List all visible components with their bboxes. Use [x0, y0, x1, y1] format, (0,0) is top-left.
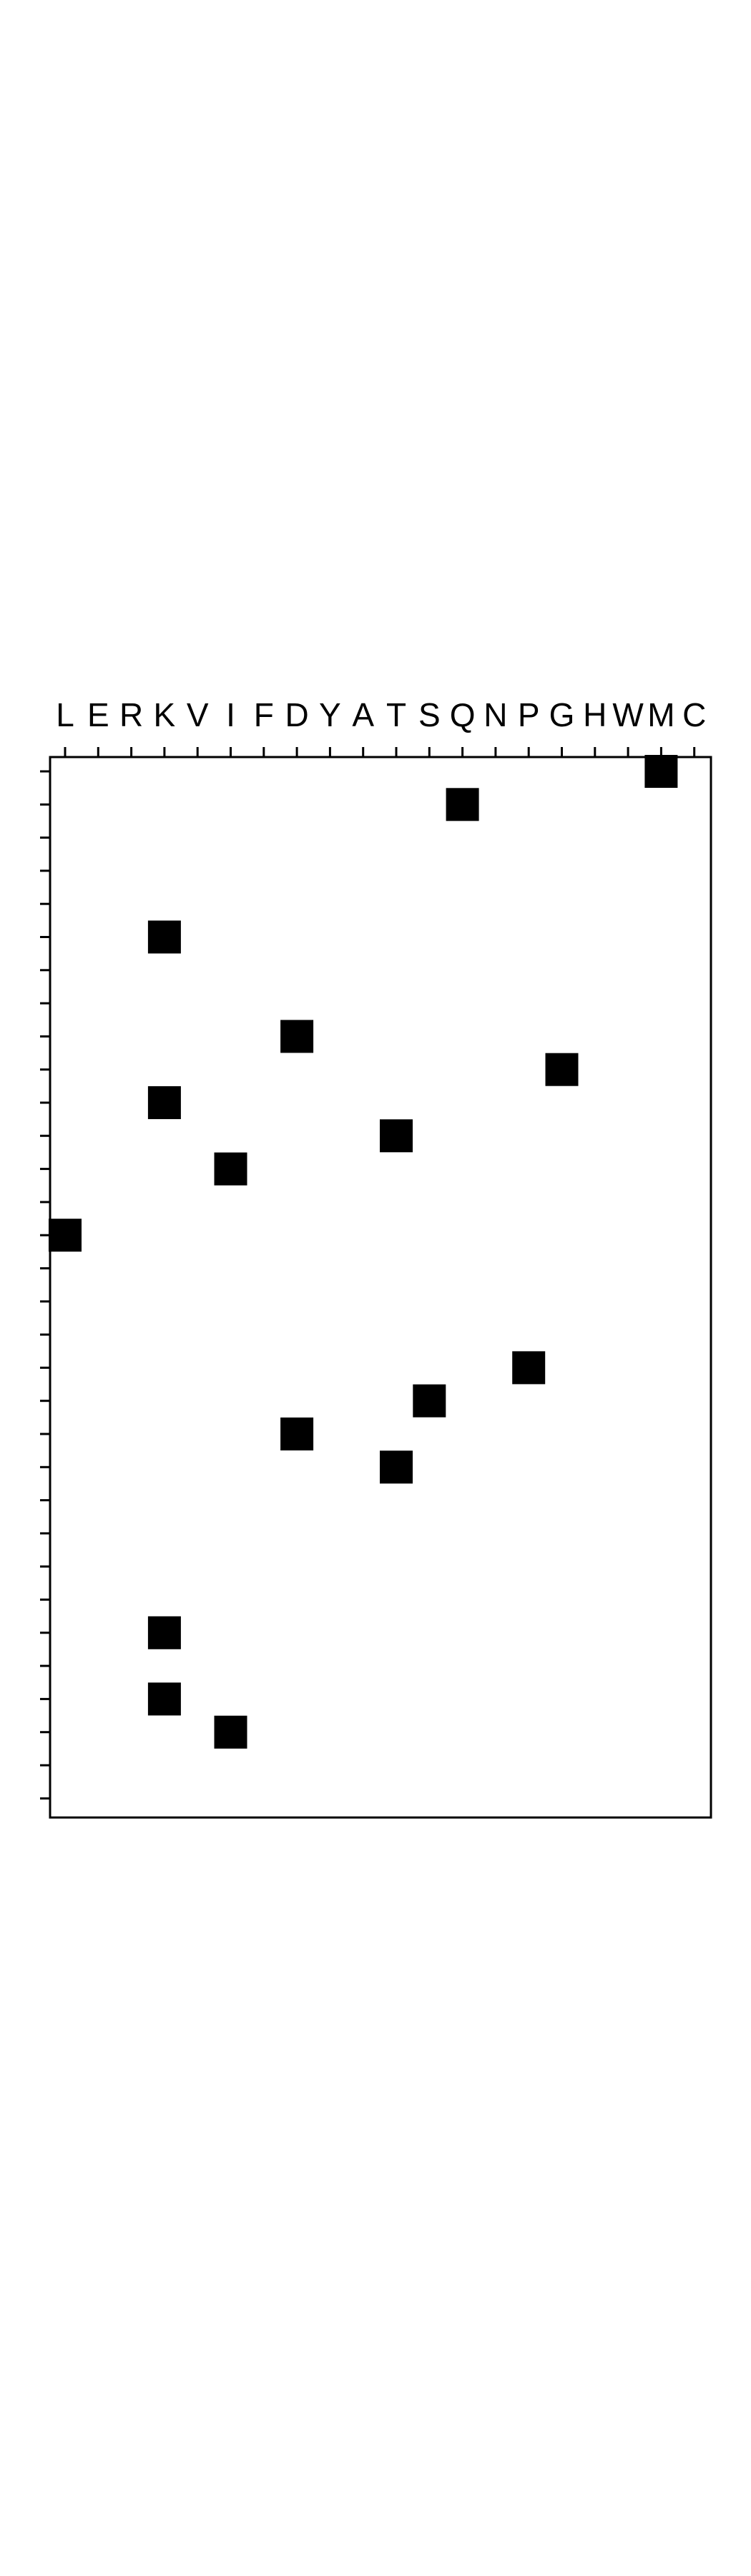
x-tick-label-K: K [154, 696, 176, 733]
x-tick-label-Y: Y [319, 696, 341, 733]
x-tick-label-F: F [254, 696, 274, 733]
x-tick-label-Q: Q [450, 696, 476, 733]
x-tick-label-G: G [549, 696, 575, 733]
cell-row-14-L [49, 1219, 82, 1252]
cell-row-11-T [380, 1119, 413, 1153]
x-axis-ticks [64, 747, 696, 757]
cell-row-9-G [545, 1053, 579, 1086]
cell-row-1-Q [446, 788, 479, 821]
x-tick-label-C: C [682, 696, 706, 733]
cell-row-10-K [147, 1086, 181, 1119]
cell-row-8-D [280, 1020, 314, 1053]
cell-row-12-I [214, 1152, 247, 1186]
x-tick-label-H: H [583, 696, 607, 733]
x-tick-label-P: P [518, 696, 540, 733]
x-tick-label-L: L [56, 696, 74, 733]
plot-frame [49, 756, 712, 1819]
x-tick-label-V: V [187, 696, 209, 733]
cell-row-5-K [147, 920, 181, 954]
cell-row-20-D [280, 1418, 314, 1450]
x-tick-label-E: E [87, 696, 109, 733]
cell-row-28-K [147, 1682, 181, 1716]
x-tick-label-A: A [352, 696, 374, 733]
x-tick-label-M: M [647, 696, 674, 733]
y-axis-ticks [40, 770, 50, 1800]
presence-cells [49, 755, 678, 1749]
x-tick-label-I: I [226, 696, 235, 733]
cell-row-0-M [644, 755, 678, 788]
cell-row-18-P [512, 1351, 546, 1385]
x-tick-label-W: W [612, 696, 644, 733]
cell-row-26-K [147, 1616, 181, 1649]
x-tick-label-N: N [484, 696, 507, 733]
cell-row-19-S [413, 1384, 446, 1418]
cell-row-21-T [380, 1450, 413, 1484]
cell-row-29-I [214, 1715, 247, 1749]
x-tick-label-S: S [418, 696, 441, 733]
x-tick-label-D: D [285, 696, 308, 733]
x-tick-label-T: T [386, 696, 406, 733]
x-tick-label-R: R [119, 696, 143, 733]
